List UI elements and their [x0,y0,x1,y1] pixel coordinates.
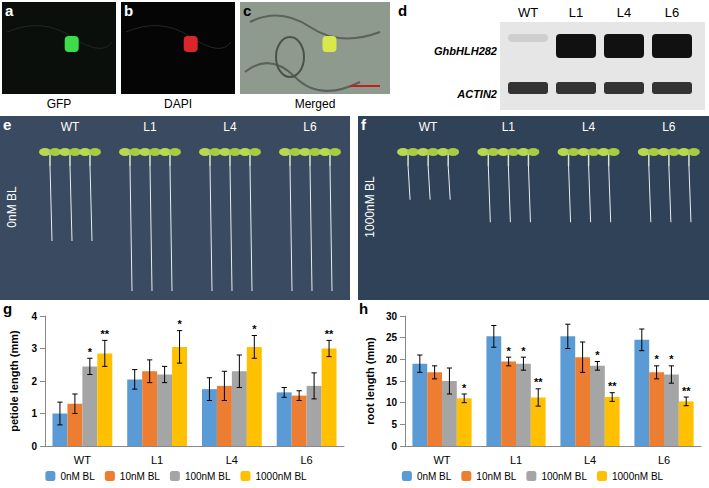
svg-text:*: * [252,323,257,335]
html-text:L4: L4 [581,120,596,134]
svg-text:**: ** [608,380,617,392]
svg-text:petiole length (mm): petiole length (mm) [8,330,20,432]
html-text:h: h [359,300,369,317]
svg-text:L4: L4 [584,454,596,466]
html-text:L4: L4 [223,120,237,134]
svg-text:*: * [654,353,659,365]
svg-text:*: * [595,349,600,361]
html-text:a: a [5,2,14,19]
html-text:WT: WT [418,120,438,134]
html-text:GFP: GFP [46,97,72,111]
html-text:WT: WT [60,120,80,134]
html-text:L1: L1 [568,5,584,20]
svg-text:root length (mm): root length (mm) [364,337,376,425]
svg-text:0: 0 [391,441,397,452]
html-text:b: b [124,2,134,19]
svg-text:L1: L1 [151,454,163,466]
svg-text:L4: L4 [226,454,238,466]
html-text:L6: L6 [662,120,676,134]
html-text:d: d [398,2,408,19]
html-text:L6: L6 [303,120,317,134]
svg-text:**: ** [325,328,334,340]
svg-text:**: ** [534,376,543,388]
html-text:WT: WT [517,5,539,20]
svg-text:L1: L1 [510,454,522,466]
svg-text:10nM BL: 10nM BL [476,471,516,482]
svg-text:*: * [669,353,674,365]
html-text:GhbHLH282: GhbHLH282 [434,45,497,57]
html-text:e: e [3,116,12,133]
svg-text:*: * [521,345,526,357]
html-text:L1: L1 [501,120,515,134]
svg-text:**: ** [682,385,691,397]
svg-text:3: 3 [31,343,37,354]
svg-text:4: 4 [31,311,37,322]
svg-text:15: 15 [386,376,398,387]
html-text:L6: L6 [664,5,680,20]
svg-text:20: 20 [386,354,398,365]
html-text:f: f [361,116,366,133]
svg-text:10: 10 [386,397,398,408]
svg-text:25: 25 [386,332,398,343]
html-text:1000nM BL: 1000nM BL [363,176,377,238]
html-text:L1: L1 [143,120,157,134]
html-text:Merged: Merged [294,97,336,111]
svg-text:*: * [506,345,511,357]
html-text:DAPI: DAPI [164,97,192,111]
svg-text:*: * [462,382,467,394]
svg-text:0nM BL: 0nM BL [417,471,452,482]
svg-text:100nM BL: 100nM BL [541,471,587,482]
svg-text:2: 2 [31,376,37,387]
svg-text:10nM BL: 10nM BL [120,471,160,482]
svg-text:1000nM BL: 1000nM BL [255,471,307,482]
svg-text:*: * [88,346,93,358]
svg-text:**: ** [101,328,110,340]
svg-text:L6: L6 [301,454,313,466]
svg-text:100nM BL: 100nM BL [185,471,231,482]
svg-text:0nM BL: 0nM BL [60,471,95,482]
html-text:g: g [3,300,13,317]
svg-text:1000nM BL: 1000nM BL [612,471,664,482]
svg-text:0: 0 [31,441,37,452]
html-text:c: c [243,2,252,19]
svg-text:*: * [177,318,182,330]
html-text:ACTIN2: ACTIN2 [457,88,497,100]
svg-text:5: 5 [391,419,397,430]
html-text:0nM BL: 0nM BL [5,186,19,228]
svg-text:1: 1 [31,408,37,419]
html-text:L4: L4 [616,5,632,20]
svg-text:30: 30 [386,311,398,322]
svg-text:WT: WT [433,454,450,466]
svg-text:L6: L6 [658,454,670,466]
svg-text:WT: WT [74,454,91,466]
